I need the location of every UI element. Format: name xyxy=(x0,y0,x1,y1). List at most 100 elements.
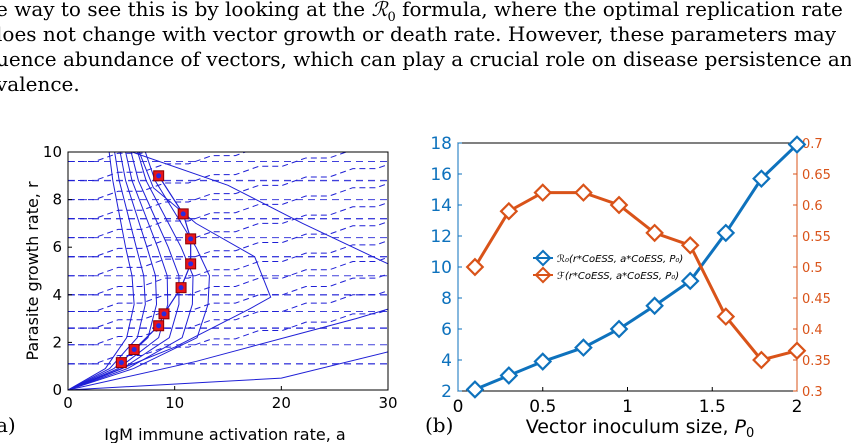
right-y-tick-label: 0.65 xyxy=(802,168,831,183)
x-tick-label-a: 10 xyxy=(165,394,184,412)
y-tick-label-a: 10 xyxy=(43,143,62,161)
plot-frame-b xyxy=(457,142,798,392)
contour-dashed xyxy=(68,273,388,329)
contour-solid xyxy=(68,308,388,390)
contour-dashed xyxy=(68,309,388,365)
x-tick-label-b: 1.5 xyxy=(699,397,726,417)
left-y-tick-label: 12 xyxy=(430,227,452,247)
series-point-0 xyxy=(787,135,807,154)
contour-dashed xyxy=(68,221,388,277)
series-point-1 xyxy=(680,235,700,255)
contour-lines xyxy=(68,152,388,390)
right-y-tick-label: 0.5 xyxy=(802,261,823,276)
x-tick-label-a: 0 xyxy=(63,394,73,412)
contour-dashed xyxy=(68,152,348,201)
x-axis-label-a: IgM immune activation rate, a xyxy=(104,425,345,443)
paragraph-line-4: valence. xyxy=(0,72,80,96)
paragraph-line-2: loes not change with vector growth or de… xyxy=(0,22,836,46)
contour-solid xyxy=(68,351,388,390)
contour-dashed xyxy=(68,152,147,163)
contour-dashed xyxy=(68,256,388,312)
y-tick-label-a: 4 xyxy=(52,286,62,304)
optimum-marker-dot xyxy=(118,360,124,366)
right-y-tick-label: 0.35 xyxy=(802,354,831,369)
series-point-0 xyxy=(499,366,519,385)
series-line-0 xyxy=(474,143,799,391)
series-point-1 xyxy=(574,183,593,202)
contour-dashed xyxy=(68,290,388,346)
series-point-1 xyxy=(716,307,736,326)
contour-plot-a: 0 10 20 30 0 2 4 6 8 10 IgM immune activation rat… xyxy=(23,143,398,443)
series-point-1 xyxy=(752,350,771,370)
series-point-1 xyxy=(533,183,553,202)
optimum-marker-dot xyxy=(161,311,167,317)
series-line-1 xyxy=(473,191,798,362)
series-point-0 xyxy=(609,319,629,339)
contour-dashed xyxy=(68,183,388,239)
contour-solid xyxy=(68,152,210,390)
optimum-markers xyxy=(115,170,197,369)
panel-label-a: a) xyxy=(0,413,16,437)
optimum-marker-dot xyxy=(156,173,162,179)
series-point-0 xyxy=(465,380,485,399)
series-point-0 xyxy=(533,352,553,371)
series-point-0 xyxy=(716,223,736,243)
x-tick-label-b: 2 xyxy=(792,397,803,417)
axes-a: 0 10 20 30 0 2 4 6 8 10 xyxy=(43,143,398,412)
x-tick-label-b: 0.5 xyxy=(529,397,556,417)
series-point-0 xyxy=(574,338,593,357)
left-y-tick-label: 10 xyxy=(430,258,452,278)
series-point-0 xyxy=(680,271,700,291)
right-y-tick-label: 0.6 xyxy=(802,199,823,214)
right-y-tick-label: 0.4 xyxy=(802,323,823,338)
series-point-1 xyxy=(787,341,807,361)
left-y-tick-label: 14 xyxy=(430,196,452,216)
paragraph-line-3: uence abundance of vectors, which can pl… xyxy=(0,47,851,71)
optimum-marker-dot xyxy=(188,261,194,267)
right-y-tick-label: 0.55 xyxy=(802,230,831,245)
x-tick-label-b: 0 xyxy=(453,397,464,417)
contour-solid xyxy=(68,152,135,390)
panel-label-b: (b) xyxy=(425,413,454,437)
contour-solid xyxy=(131,152,388,265)
y-tick-label-a: 2 xyxy=(52,333,62,351)
contour-dashed xyxy=(68,240,388,296)
optimum-marker-dot xyxy=(156,323,162,329)
legend-entry-f: ℱ(r*CoESS, a*CoESS, P₀) xyxy=(557,271,679,282)
plot-frame-a xyxy=(67,151,389,391)
legend-b: ℛ₀(r*CoESS, a*CoESS, P₀) ℱ(r*CoESS, a*Co… xyxy=(529,247,683,287)
left-y-tick-label: 2 xyxy=(441,382,452,402)
contour-solid xyxy=(68,152,169,390)
legend-entry-r0: ℛ₀(r*CoESS, a*CoESS, P₀) xyxy=(557,254,683,265)
series-point-1 xyxy=(609,195,629,215)
series-point-0 xyxy=(645,296,664,316)
series-point-1 xyxy=(645,223,664,243)
optimum-marker-dot xyxy=(131,347,137,353)
x-tick-label-b: 1 xyxy=(622,397,633,417)
left-y-tick-label: 8 xyxy=(441,289,452,309)
right-y-tick-label: 0.45 xyxy=(802,292,831,307)
y-tick-label-a: 6 xyxy=(52,238,62,256)
contour-solid xyxy=(68,152,158,390)
y-tick-label-a: 0 xyxy=(52,381,62,399)
optimum-curve xyxy=(120,175,192,364)
contour-dashed xyxy=(68,202,388,258)
series-point-1 xyxy=(499,201,519,221)
paragraph-line-1: e way to see this is by looking at the ℛ… xyxy=(0,0,843,25)
x-tick-label-a: 30 xyxy=(378,394,397,412)
x-axis-label-b: Vector inoculum size, P0 xyxy=(526,416,755,441)
x-tick-label-a: 20 xyxy=(272,394,291,412)
series-b xyxy=(465,135,807,399)
right-y-tick-label: 0.3 xyxy=(802,385,823,400)
optimum-marker-dot xyxy=(188,236,194,242)
optimum-marker-dot xyxy=(180,211,186,217)
right-y-tick-label: 0.7 xyxy=(802,137,823,152)
series-point-1 xyxy=(465,257,485,277)
series-point-0 xyxy=(752,169,771,188)
y-tick-label-a: 8 xyxy=(52,191,62,209)
optimum-marker-dot xyxy=(178,285,184,291)
left-y-tick-label: 16 xyxy=(430,165,452,185)
left-y-tick-label: 18 xyxy=(430,134,452,154)
axes-b: 0 0.5 1 1.5 2 2 4 6 8 10 12 14 16 18 0.3 0.35 0.4 0.45 0.5… xyxy=(430,134,831,417)
left-y-tick-label: 6 xyxy=(441,320,452,340)
